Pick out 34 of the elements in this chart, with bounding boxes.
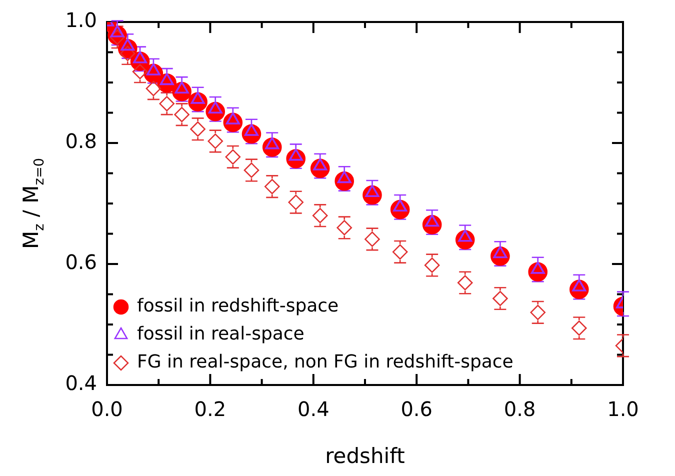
y-tick-label: 0.8 xyxy=(65,129,97,154)
y-tick-label: 1.0 xyxy=(65,8,97,32)
point xyxy=(264,178,280,194)
x-axis-title: redshift xyxy=(325,444,405,468)
y-tick-label: 0.4 xyxy=(65,371,97,396)
point xyxy=(392,244,408,260)
legend-label: FG in real-space, non FG in redshift-space xyxy=(137,352,514,373)
y-axis-title: Mz / Mz=0 xyxy=(19,158,48,250)
point xyxy=(190,121,206,137)
point xyxy=(208,134,224,149)
point xyxy=(492,290,508,306)
y-tick-label: 0.6 xyxy=(65,250,97,274)
point xyxy=(530,304,546,320)
point xyxy=(146,80,162,96)
x-tick-label: 0.8 xyxy=(504,397,536,422)
point xyxy=(424,258,440,273)
point xyxy=(132,64,148,80)
point xyxy=(364,232,380,247)
x-tick-label: 0.0 xyxy=(91,397,123,422)
x-tick-label: 1.0 xyxy=(607,397,639,422)
legend-label: fossil in redshift-space xyxy=(137,296,339,317)
point xyxy=(159,96,175,112)
point xyxy=(336,220,352,236)
point xyxy=(244,162,260,178)
point xyxy=(571,320,587,336)
point xyxy=(225,149,241,165)
x-tick-label: 0.2 xyxy=(194,397,226,422)
x-tick-label: 0.6 xyxy=(400,397,433,422)
x-tick-label: 0.4 xyxy=(297,397,330,422)
point xyxy=(174,106,190,122)
point xyxy=(288,194,304,210)
legend-label: fossil in real-space xyxy=(137,324,304,345)
point xyxy=(457,275,473,290)
point xyxy=(312,208,328,224)
